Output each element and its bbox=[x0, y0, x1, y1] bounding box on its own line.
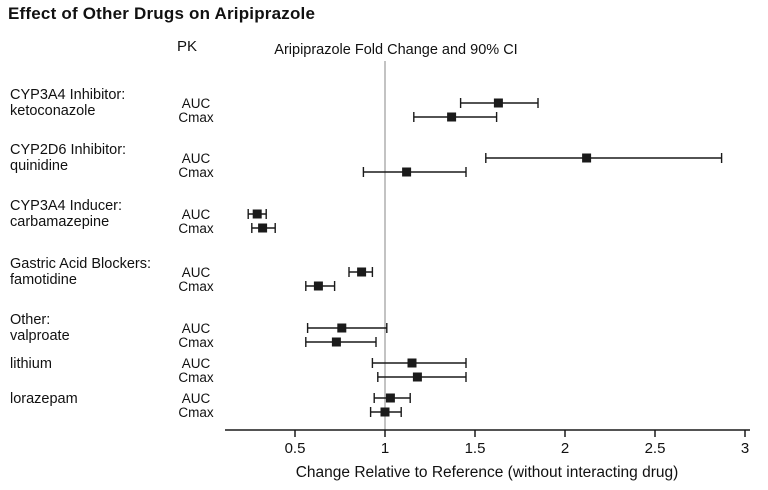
point-estimate-marker bbox=[252, 209, 262, 219]
group-label: lithium bbox=[10, 356, 52, 372]
pk-row-label: Cmax bbox=[178, 279, 214, 294]
point-estimate-marker bbox=[258, 223, 268, 233]
pk-column-header: PK bbox=[177, 38, 197, 55]
x-tick-label: 0.5 bbox=[285, 440, 306, 457]
group-label: carbamazepine bbox=[10, 214, 109, 230]
chart-title: Effect of Other Drugs on Aripiprazole bbox=[8, 4, 316, 23]
point-estimate-marker bbox=[313, 281, 323, 291]
x-tick-label: 1.5 bbox=[465, 440, 486, 457]
pk-row-label: Cmax bbox=[178, 221, 214, 236]
pk-row-label: Cmax bbox=[178, 110, 214, 125]
group-label: CYP3A4 Inducer: bbox=[10, 198, 122, 214]
group-label: Gastric Acid Blockers: bbox=[10, 256, 151, 272]
pk-row-label: Cmax bbox=[178, 165, 214, 180]
point-estimate-marker bbox=[357, 267, 367, 277]
pk-row-label: AUC bbox=[182, 356, 211, 371]
point-estimate-marker bbox=[447, 112, 457, 122]
plot-column-header: Aripiprazole Fold Change and 90% CI bbox=[274, 42, 517, 58]
group-label: quinidine bbox=[10, 158, 68, 174]
x-tick-label: 1 bbox=[381, 440, 389, 457]
pk-row-label: AUC bbox=[182, 207, 211, 222]
group-label: Other: bbox=[10, 312, 50, 328]
point-estimate-marker bbox=[385, 393, 395, 403]
x-tick-label: 3 bbox=[741, 440, 749, 457]
point-estimate-marker bbox=[412, 372, 422, 382]
pk-row-label: Cmax bbox=[178, 370, 214, 385]
pk-row-label: AUC bbox=[182, 96, 211, 111]
pk-row-label: AUC bbox=[182, 151, 211, 166]
group-label: famotidine bbox=[10, 272, 77, 288]
point-estimate-marker bbox=[337, 323, 347, 333]
point-estimate-marker bbox=[402, 167, 412, 177]
pk-row-label: AUC bbox=[182, 321, 211, 336]
x-tick-label: 2.5 bbox=[645, 440, 666, 457]
x-tick-label: 2 bbox=[561, 440, 569, 457]
pk-row-label: Cmax bbox=[178, 405, 214, 420]
group-label: ketoconazole bbox=[10, 103, 95, 119]
group-label: lorazepam bbox=[10, 391, 78, 407]
point-estimate-marker bbox=[331, 337, 341, 347]
point-estimate-marker bbox=[493, 98, 503, 108]
pk-row-label: AUC bbox=[182, 391, 211, 406]
point-estimate-marker bbox=[407, 358, 417, 368]
pk-row-label: Cmax bbox=[178, 335, 214, 350]
point-estimate-marker bbox=[582, 153, 592, 163]
pk-row-label: AUC bbox=[182, 265, 211, 280]
group-label: CYP3A4 Inhibitor: bbox=[10, 87, 125, 103]
x-axis-label: Change Relative to Reference (without in… bbox=[296, 464, 679, 481]
point-estimate-marker bbox=[380, 407, 390, 417]
group-label: valproate bbox=[10, 328, 70, 344]
group-label: CYP2D6 Inhibitor: bbox=[10, 142, 126, 158]
